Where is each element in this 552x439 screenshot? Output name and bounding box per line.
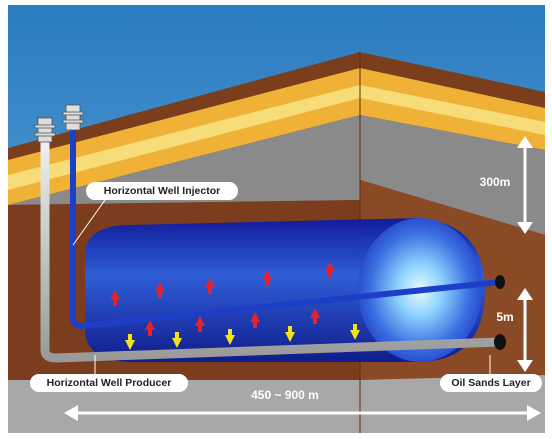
rock-layer <box>8 115 545 235</box>
injector-end <box>495 275 505 289</box>
leader <box>72 199 106 246</box>
producer-pipe <box>40 140 501 363</box>
producer-label: Horizontal Well Producer <box>47 377 172 389</box>
depth-label: 300m <box>480 175 511 189</box>
thickness-label: 5m <box>496 310 513 324</box>
label-box <box>440 374 542 392</box>
length-label: 450 ~ 900 m <box>251 388 319 402</box>
dimension-arrows <box>64 136 541 421</box>
injector-pipe <box>70 130 501 330</box>
label-box <box>30 374 188 392</box>
label-box <box>86 182 238 200</box>
yellow-arrows <box>125 324 360 350</box>
injector-label: Horizontal Well Injector <box>104 185 220 197</box>
scene <box>8 5 545 433</box>
layer-label: Oil Sands Layer <box>451 377 530 389</box>
producer-end <box>494 334 506 350</box>
red-arrows <box>110 262 335 336</box>
wellheads <box>34 104 84 143</box>
